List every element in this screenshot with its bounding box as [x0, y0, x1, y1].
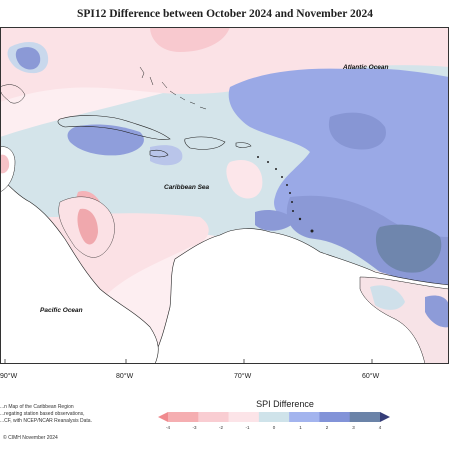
colorbar-tick-label: -2	[218, 425, 223, 430]
colorbar-tick-label: -1	[245, 425, 250, 430]
lon-tick-70w: 70°W	[234, 373, 252, 380]
colorbar-segment	[228, 412, 260, 422]
jamaica-light-blue	[150, 145, 183, 166]
colorbar-tick-label: 1	[299, 425, 302, 430]
french-guiana-wet	[425, 295, 449, 328]
map-panel	[0, 27, 449, 364]
colorbar-title: SPI Difference	[256, 399, 314, 409]
south-america-land	[149, 228, 449, 364]
bahamas-islands	[139, 66, 207, 110]
guyana-near-zero	[370, 285, 405, 310]
wet-patch-central-atlantic	[328, 112, 386, 150]
map-title: SPI12 Difference between October 2024 an…	[76, 8, 374, 20]
colorbar-tick-label: -3	[192, 425, 197, 430]
pacific-ocean-label: Pacific Ocean	[40, 307, 83, 314]
colorbar-extend-low	[158, 412, 168, 422]
lon-tick-90w: 90°W	[0, 373, 18, 380]
atlantic-ocean-label: Atlantic Ocean	[343, 64, 389, 71]
credit-text: © CIMH November 2024	[3, 435, 58, 441]
wet-patch-west	[15, 47, 41, 70]
puerto-rico-coast	[235, 142, 252, 148]
map-border	[0, 27, 449, 364]
colorbar-extend-high	[380, 412, 390, 422]
caribbean-sea-label: Caribbean Sea	[164, 184, 210, 191]
hispaniola-pink	[226, 159, 263, 199]
central-america-land	[0, 176, 159, 364]
description-line-1: ...n Map of the Caribbean Region	[0, 404, 74, 410]
colorbar-segments	[158, 412, 390, 422]
colorbar-segment	[258, 412, 290, 422]
colorbar-segment	[168, 412, 199, 422]
description-line-3: ...CF, with NCEP/NCAR Reanalysis Data.	[0, 418, 92, 424]
colorbar-tick-label: 0	[272, 425, 276, 430]
lesser-antilles-islands	[257, 156, 314, 233]
lon-tick-80w: 80°W	[116, 373, 134, 380]
deficit-patch-north	[150, 27, 230, 52]
colorbar-tick-label: 4	[378, 425, 382, 430]
strong-wet-patch-east	[375, 224, 442, 273]
spi-map	[0, 27, 449, 364]
colorbar-segment	[198, 412, 229, 422]
wet-patch-caribbean-west	[67, 124, 144, 156]
longitude-ticks	[4, 359, 373, 364]
colorbar	[158, 412, 390, 422]
colorbar-segment	[319, 412, 351, 422]
honduras-dry-core	[77, 208, 98, 245]
colorbar-segment	[289, 412, 320, 422]
colorbar-tick-label: 3	[352, 425, 355, 430]
hispaniola-coast	[184, 136, 226, 150]
description-line-2: ...regating station based observations,	[0, 411, 85, 417]
colorbar-tick-label: -4	[165, 425, 170, 430]
florida-coast	[0, 84, 26, 104]
yucatan-deficit	[0, 154, 10, 174]
jamaica-coast	[149, 149, 169, 158]
lon-tick-60w: 60°W	[362, 373, 380, 380]
cuba-coast	[57, 115, 171, 140]
positive-deficit-north	[0, 27, 449, 102]
wet-patch-south-caribbean	[255, 210, 295, 231]
colorbar-tick-label: 2	[325, 425, 329, 430]
colorbar-segment	[349, 412, 381, 422]
